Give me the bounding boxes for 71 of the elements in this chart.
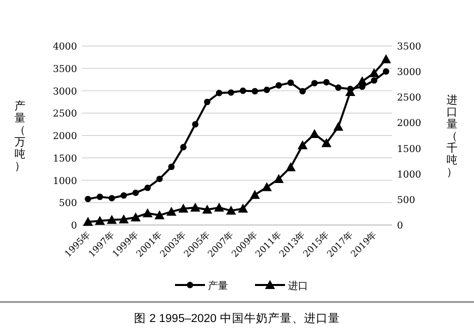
point [216, 90, 222, 96]
y-tick-label: 2000 [52, 131, 77, 142]
y2-tick-label: 2500 [397, 92, 422, 104]
legend-label: 进口 [288, 280, 308, 292]
point [369, 68, 380, 78]
point [106, 214, 117, 224]
point [168, 164, 175, 170]
point [96, 194, 104, 200]
point [335, 84, 342, 91]
point [132, 190, 139, 196]
y-axis-title: 产量（万吨） [14, 100, 26, 172]
point [310, 128, 320, 138]
point [226, 206, 236, 215]
point [238, 204, 248, 213]
point [190, 202, 200, 212]
y-tick-label: 2500 [52, 108, 77, 120]
point [274, 174, 284, 183]
point [166, 206, 176, 216]
legend-label: 产量 [208, 280, 228, 292]
point [178, 204, 188, 213]
point [321, 138, 332, 148]
point [154, 210, 164, 220]
point [370, 77, 378, 84]
point [276, 82, 282, 89]
point [120, 192, 127, 199]
y2-tick-label: 500 [397, 194, 416, 206]
y2-tick-label: 1000 [397, 169, 422, 180]
point [202, 204, 212, 214]
point [333, 122, 344, 131]
y2-axis-title: 进口量（千吨） [446, 94, 458, 178]
point [311, 80, 318, 86]
point [192, 121, 198, 128]
point [252, 88, 258, 94]
point [264, 86, 270, 94]
point [240, 88, 246, 94]
point [298, 140, 308, 150]
point [286, 162, 296, 172]
y-tick-label: 3500 [52, 64, 77, 75]
point [323, 79, 330, 86]
y2-tick-label: 3500 [397, 42, 422, 52]
point [94, 216, 105, 225]
text: 图 2 1995–2020 中国牛奶产量、进口量 [134, 311, 340, 325]
point [347, 86, 354, 92]
point [130, 212, 141, 222]
point [156, 176, 163, 182]
point [382, 68, 390, 75]
y-tick-label: 1500 [52, 153, 77, 164]
y-tick-label: 500 [58, 198, 77, 210]
y-tick-label: 1000 [52, 176, 77, 187]
point [381, 54, 392, 64]
point [299, 88, 306, 94]
point [262, 182, 272, 192]
y2-tick-label: 3000 [397, 67, 422, 78]
y2-tick-label: 2000 [397, 118, 422, 130]
y2-tick-label: 0 [397, 220, 404, 232]
point [204, 98, 210, 106]
point [214, 202, 224, 212]
point [287, 79, 294, 86]
y-tick-label: 3000 [52, 86, 77, 98]
point [108, 194, 116, 202]
point [142, 208, 153, 218]
point [118, 214, 129, 224]
point [180, 144, 187, 150]
point [144, 184, 151, 192]
y-tick-label: 4000 [52, 42, 77, 52]
point [250, 190, 260, 199]
point [228, 89, 234, 96]
point [82, 216, 93, 226]
y-tick-label: 0 [70, 220, 77, 232]
y2-tick-label: 1500 [397, 144, 422, 155]
point [84, 196, 92, 202]
